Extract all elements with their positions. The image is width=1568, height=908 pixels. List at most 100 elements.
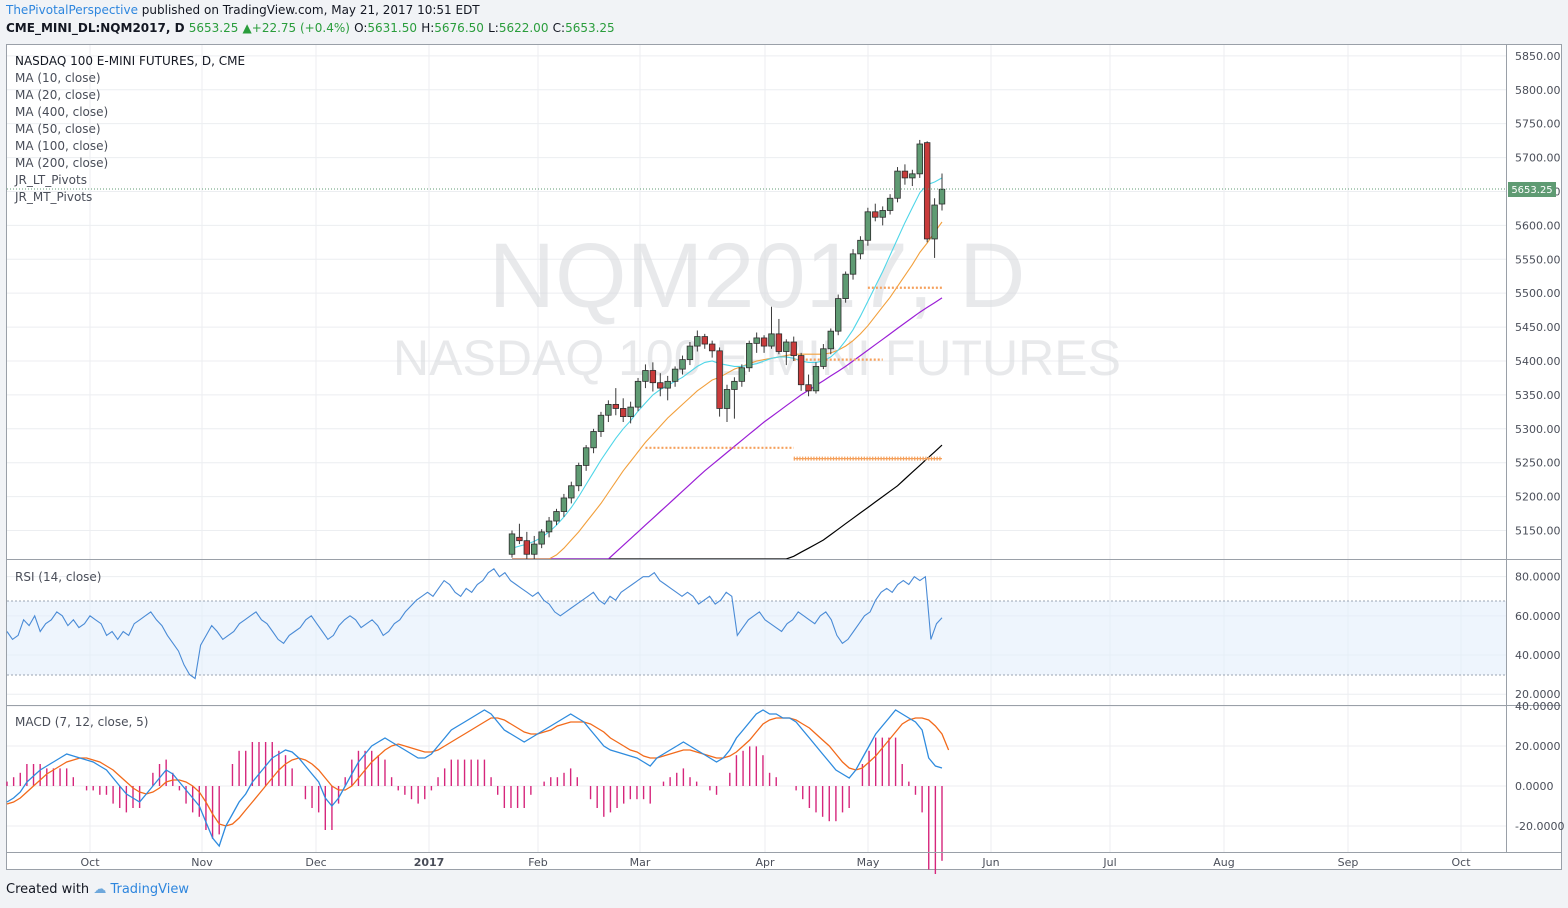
candle-down — [649, 370, 657, 384]
candle-up — [582, 447, 590, 466]
price-axis[interactable]: 5850.005800.005750.005700.005650.005600.… — [1515, 50, 1564, 833]
price-change: +22.75 (+0.4%) — [251, 21, 350, 35]
candle-down — [797, 355, 805, 386]
candle-up — [842, 273, 849, 300]
candle-up — [827, 330, 834, 350]
rsi-tick-label: 20.0000 — [1515, 688, 1561, 701]
legend-study[interactable]: JR_MT_Pivots — [14, 190, 92, 204]
price-tick-label: 5550.00 — [1515, 253, 1561, 266]
price-tag: 5653.25 — [1511, 185, 1552, 196]
macd-line — [6, 709, 943, 848]
candle-up — [886, 197, 894, 211]
candle-down — [716, 350, 723, 409]
candle-up — [605, 403, 612, 416]
candle-down — [872, 211, 879, 218]
ma20-line — [512, 221, 943, 560]
candle-down — [790, 341, 797, 356]
candle-down — [612, 403, 619, 409]
price-tick-label: 5850.00 — [1515, 50, 1561, 63]
high-label: H: — [421, 21, 435, 35]
ma10-line — [511, 177, 943, 549]
price-tag-bg — [1508, 182, 1556, 197]
legend-study[interactable]: MA (20, close) — [15, 88, 101, 102]
publish-header: ThePivotalPerspective published on Tradi… — [6, 3, 480, 17]
legend-study[interactable]: JR_LT_Pivots — [14, 173, 87, 187]
price-plot — [508, 139, 946, 560]
candle-up — [553, 511, 560, 522]
candle-up — [938, 188, 946, 205]
candle-up — [560, 497, 568, 512]
grid — [7, 45, 1506, 852]
author-link[interactable]: ThePivotalPerspective — [6, 3, 138, 17]
candle-up — [545, 520, 553, 533]
candle-up — [531, 543, 538, 555]
time-axis[interactable]: Oct Nov Dec 2017 Feb Mar Apr May Jun Jul Aug Sep Oct — [80, 856, 1471, 869]
price-tick-label: 5800.00 — [1515, 84, 1561, 97]
candle-down — [760, 337, 768, 347]
candle-up — [694, 336, 701, 347]
candle-up — [820, 348, 827, 367]
published-text: published on TradingView.com, May 21, 20… — [141, 3, 480, 17]
candle-up — [575, 465, 582, 487]
candle-up — [753, 337, 760, 344]
candle-down — [523, 540, 531, 555]
candle-down — [901, 170, 909, 179]
candle-up — [857, 239, 864, 255]
macd-label[interactable]: MACD (7, 12, close, 5) — [15, 715, 148, 729]
legend-study[interactable]: MA (100, close) — [15, 139, 108, 153]
symbol-label: CME_MINI_DL:NQM2017, D — [6, 21, 185, 35]
candle-down — [805, 384, 812, 392]
time-tick-label: Feb — [528, 856, 547, 869]
macd-tick-label: -20.0000 — [1515, 820, 1564, 833]
watermark: NQM2017, D NASDAQ 100 E-MINI FUTURES — [393, 225, 1121, 386]
time-tick-label: Apr — [755, 856, 775, 869]
price-tick-label: 5600.00 — [1515, 219, 1561, 232]
legend-study[interactable]: MA (400, close) — [15, 105, 108, 119]
time-tick-label: Aug — [1213, 856, 1234, 869]
candle-up — [738, 367, 746, 382]
candle-up — [664, 380, 671, 389]
candle-down — [620, 408, 627, 417]
price-tick-label: 5500.00 — [1515, 287, 1561, 300]
legend-study[interactable]: MA (200, close) — [15, 156, 108, 170]
legend-study[interactable]: MA (10, close) — [15, 71, 101, 85]
price-tick-label: 5150.00 — [1515, 525, 1561, 538]
candle-up — [812, 366, 820, 392]
low-value: 5622.00 — [498, 21, 549, 35]
price-tick-label: 5250.00 — [1515, 457, 1561, 470]
time-tick-label: May — [857, 856, 880, 869]
candle-down — [775, 333, 783, 352]
close-label: C: — [552, 21, 566, 35]
candle-up — [642, 370, 649, 382]
price-tick-label: 5350.00 — [1515, 389, 1561, 402]
candle-down — [923, 142, 931, 240]
candle-up — [597, 414, 605, 432]
candle-up — [508, 533, 516, 555]
price-tick-label: 5200.00 — [1515, 491, 1561, 504]
macd-tick-label: 20.0000 — [1515, 740, 1561, 753]
candle-up — [634, 380, 642, 408]
quote-line: CME_MINI_DL:NQM2017, D 5653.25 ▲+22.75 (… — [6, 21, 615, 35]
tradingview-cloud-icon: ☁ — [93, 882, 107, 897]
candle-up — [746, 342, 753, 369]
rsi-line — [6, 568, 943, 680]
close-value: 5653.25 — [565, 21, 615, 35]
rsi-label[interactable]: RSI (14, close) — [15, 570, 101, 584]
candle-up — [671, 368, 679, 382]
candle-up — [849, 253, 857, 275]
candle-down — [516, 536, 523, 542]
legend-study[interactable]: MA (50, close) — [15, 122, 101, 136]
candle-up — [835, 298, 842, 332]
candle-up — [909, 173, 916, 179]
rsi-tick-label: 60.0000 — [1515, 610, 1561, 623]
legend-instrument: NASDAQ 100 E-MINI FUTURES, D, CME — [15, 54, 245, 68]
candle-up — [931, 204, 938, 240]
candle-up — [679, 359, 686, 370]
low-label: L: — [488, 21, 499, 35]
macd-tick-label: 40.0000 — [1515, 700, 1561, 713]
candle-up — [538, 531, 545, 545]
tradingview-link[interactable]: TradingView — [110, 882, 189, 897]
candle-up — [731, 380, 738, 390]
candle-up — [590, 431, 597, 449]
